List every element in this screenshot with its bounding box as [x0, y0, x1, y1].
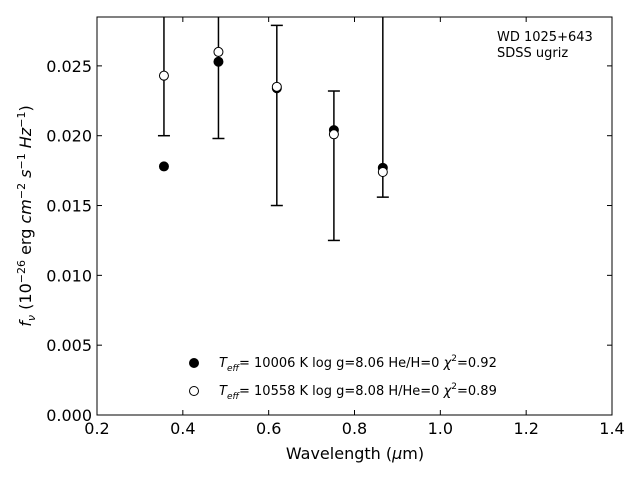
x-tick-label: 1.0 — [428, 419, 453, 438]
point-open — [271, 81, 282, 92]
point-open — [328, 129, 339, 140]
y-axis: 0.000 0.005 0.010 0.015 0.020 0.025 — [46, 57, 612, 425]
legend-marker-filled — [189, 358, 199, 368]
y-tick-label: 0.025 — [46, 57, 92, 76]
y-tick-label: 0.010 — [46, 266, 92, 285]
legend-marker-open — [189, 386, 199, 396]
x-tick-label: 1.2 — [513, 419, 538, 438]
x-tick-label: 0.6 — [256, 419, 281, 438]
x-tick-label: 0.2 — [84, 419, 109, 438]
x-tick-label: 1.4 — [599, 419, 624, 438]
x-axis: 0.2 0.4 0.6 0.8 1.0 1.2 1.4 — [84, 17, 625, 438]
error-bars — [157, 17, 389, 242]
x-tick-label: 0.4 — [170, 419, 195, 438]
x-tick-label: 0.8 — [342, 419, 367, 438]
y-axis-label: fν (10−26 erg cm−2 s−1 Hz−1) — [15, 105, 38, 326]
point-open — [158, 70, 169, 81]
x-axis-label: Wavelength (μm) — [286, 444, 424, 463]
y-tick-label: 0.020 — [46, 127, 92, 146]
point-open — [213, 46, 224, 57]
annotation-line2: SDSS ugriz — [497, 46, 568, 61]
annotation-line1: WD 1025+643 — [497, 30, 593, 45]
point-filled — [158, 161, 169, 172]
y-tick-label: 0.015 — [46, 197, 92, 216]
legend-entry-1: Teff= 10006 K log g=8.06 He/H=0 χ2=0.92 — [219, 354, 497, 374]
y-tick-label: 0.005 — [46, 336, 92, 355]
data-points — [158, 46, 388, 178]
point-open — [377, 167, 388, 178]
legend-entry-2: Teff= 10558 K log g=8.08 H/He=0 χ2=0.89 — [219, 382, 497, 402]
legend: Teff= 10006 K log g=8.06 He/H=0 χ2=0.92 … — [189, 354, 497, 402]
point-filled — [213, 56, 224, 67]
y-tick-label: 0.000 — [46, 406, 92, 425]
